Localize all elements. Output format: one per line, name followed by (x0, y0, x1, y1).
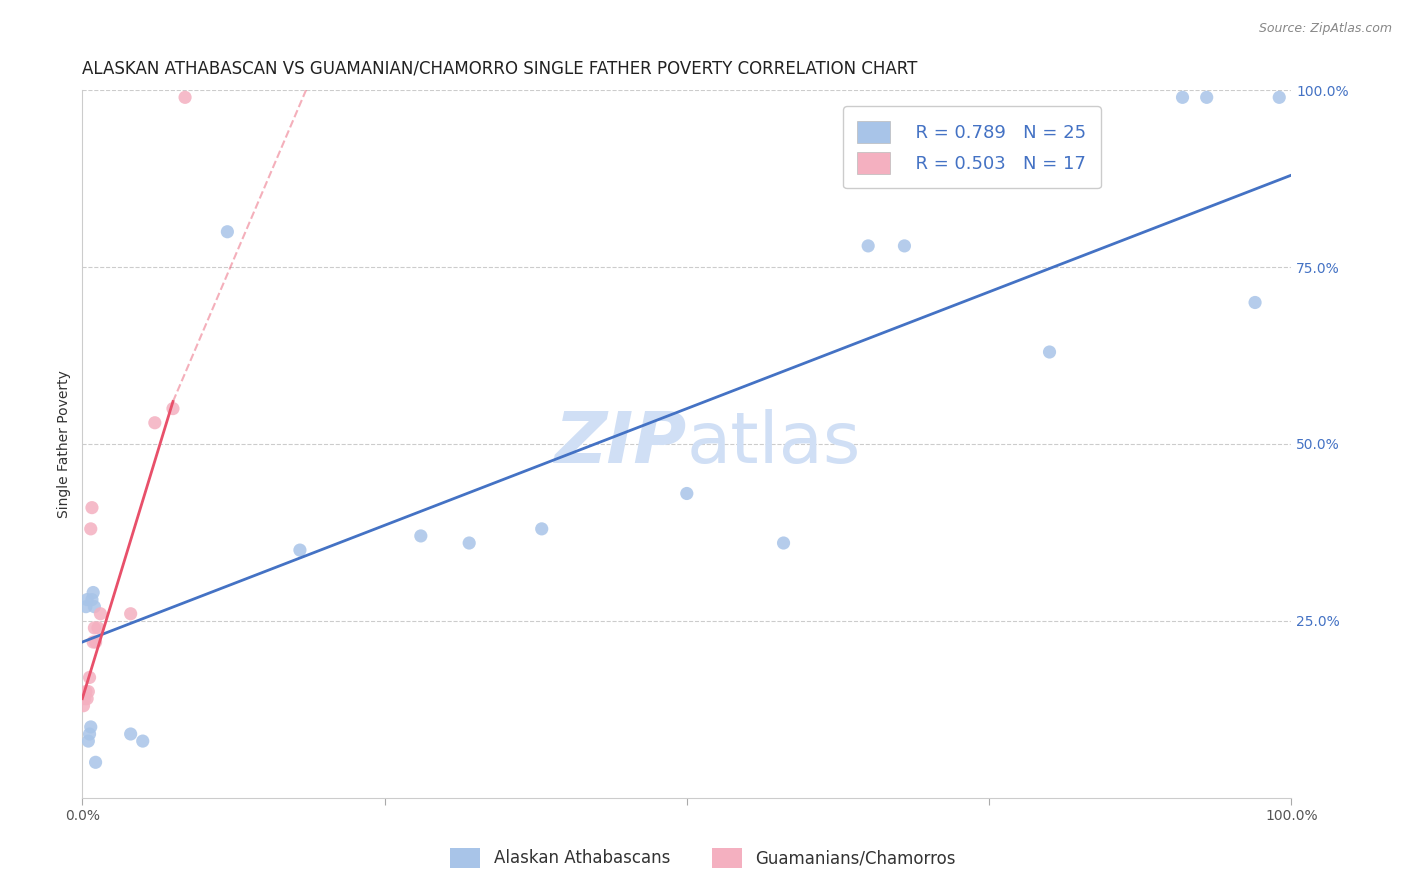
Point (530, 522, 553, 536)
Point (77, 684, 100, 698)
Point (73, 691, 96, 706)
Point (217, 225, 239, 239)
Point (82, 585, 104, 599)
Point (82, 635, 104, 649)
Text: ALASKAN ATHABASCAN VS GUAMANIAN/CHAMORRO SINGLE FATHER POVERTY CORRELATION CHART: ALASKAN ATHABASCAN VS GUAMANIAN/CHAMORRO… (83, 60, 918, 78)
Point (1244, 295, 1267, 310)
Point (174, 90, 197, 104)
Legend: Alaskan Athabascans, Guamanians/Chamorros: Alaskan Athabascans, Guamanians/Chamorro… (444, 841, 962, 875)
Point (83, 621, 105, 635)
Point (1171, 90, 1194, 104)
Point (143, 416, 166, 430)
Point (893, 239, 915, 253)
Y-axis label: Single Father Poverty: Single Father Poverty (58, 370, 72, 518)
Point (75, 599, 97, 614)
Point (856, 239, 879, 253)
Text: Source: ZipAtlas.com: Source: ZipAtlas.com (1258, 22, 1392, 36)
Point (120, 727, 142, 741)
Point (409, 529, 432, 543)
Point (162, 401, 184, 416)
Point (75, 684, 97, 698)
Point (132, 734, 155, 748)
Text: atlas: atlas (686, 409, 862, 478)
Legend:   R = 0.789   N = 25,   R = 0.503   N = 17: R = 0.789 N = 25, R = 0.503 N = 17 (844, 106, 1101, 188)
Point (76, 592, 98, 607)
Point (83, 599, 105, 614)
Point (458, 536, 481, 550)
Point (1268, 90, 1291, 104)
Point (84, 635, 107, 649)
Point (120, 607, 142, 621)
Text: ZIP: ZIP (554, 409, 686, 478)
Point (84, 756, 107, 770)
Point (89, 607, 111, 621)
Point (80, 592, 103, 607)
Point (79, 670, 101, 684)
Point (76, 691, 98, 706)
Point (80, 500, 103, 515)
Point (288, 543, 311, 558)
Point (1195, 90, 1218, 104)
Point (77, 734, 100, 748)
Point (80, 720, 103, 734)
Point (1038, 345, 1060, 359)
Point (772, 536, 794, 550)
Point (87, 621, 110, 635)
Point (80, 522, 103, 536)
Point (79, 727, 101, 741)
Point (72, 698, 94, 713)
Point (675, 486, 697, 500)
